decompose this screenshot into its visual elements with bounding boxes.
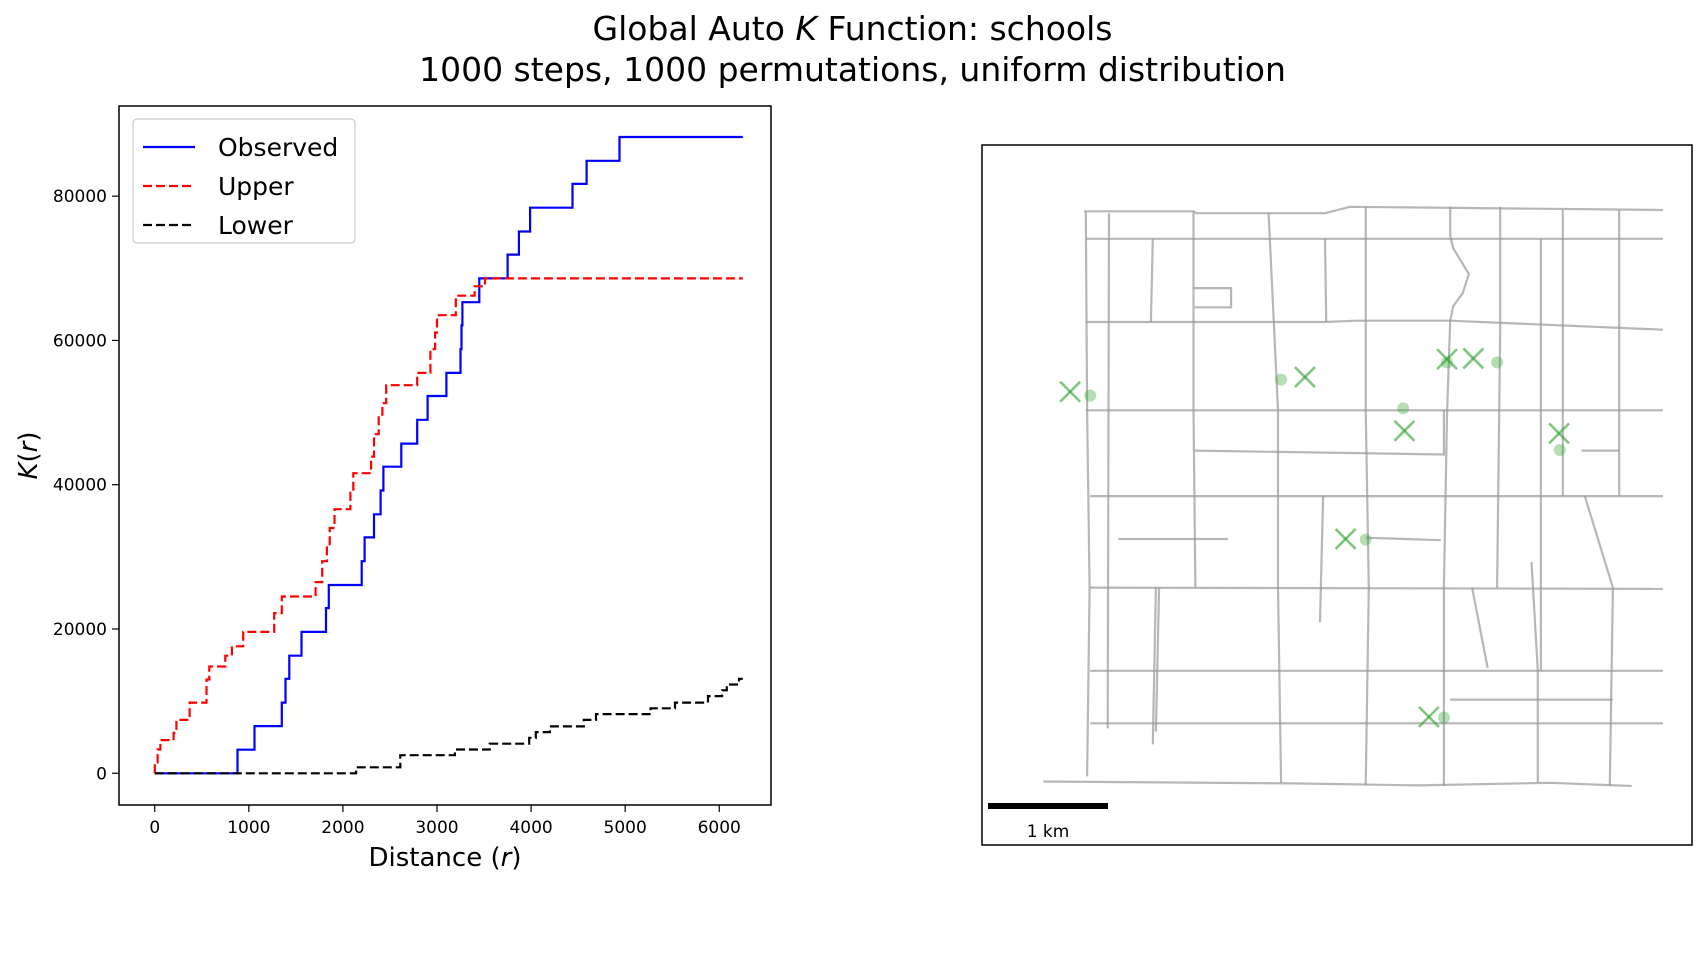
school-point bbox=[1491, 356, 1504, 369]
street-segment bbox=[1583, 495, 1615, 787]
y-axis-label: K(r) bbox=[14, 431, 44, 479]
street-segment bbox=[1496, 206, 1502, 588]
series-line-lower bbox=[154, 677, 743, 775]
school-point bbox=[1553, 444, 1566, 456]
school-sites bbox=[1059, 347, 1571, 728]
school-point bbox=[1437, 711, 1450, 724]
legend-box bbox=[132, 118, 356, 244]
title-line-1: Global Auto K Function: schools bbox=[0, 8, 1705, 49]
street-segment bbox=[1084, 211, 1091, 777]
series-line-observed bbox=[154, 135, 743, 775]
school-point bbox=[1441, 356, 1454, 369]
street-segment bbox=[1530, 561, 1539, 783]
snapped-school-marker bbox=[1059, 380, 1082, 403]
y-tick-label: 60000 bbox=[53, 331, 107, 351]
snapped-school-marker bbox=[1548, 422, 1571, 445]
x-tick-label: 6000 bbox=[698, 818, 741, 838]
snapped-school-marker bbox=[1334, 528, 1357, 550]
snapped-school-marker bbox=[1462, 347, 1485, 370]
school-point bbox=[1397, 402, 1410, 415]
x-tick-label: 2000 bbox=[321, 818, 364, 838]
street-segment bbox=[1154, 587, 1161, 732]
title-suffix: Function: schools bbox=[817, 9, 1113, 48]
map-frame bbox=[981, 144, 1693, 846]
street-segment bbox=[1043, 780, 1632, 788]
k-function-plot: 0 1000 2000 3000 4000 5000 6000 0 20000 40000 600… bbox=[14, 105, 772, 873]
legend-label-upper: Upper bbox=[218, 172, 294, 201]
street-segment bbox=[1085, 319, 1664, 331]
map-plot: 1 km bbox=[981, 144, 1693, 846]
x-tick-label: 3000 bbox=[415, 818, 458, 838]
title-k: K bbox=[795, 9, 818, 48]
x-tick-label: 0 bbox=[149, 818, 160, 838]
school-point bbox=[1359, 533, 1372, 546]
street-segment bbox=[1471, 587, 1489, 669]
legend: Observed Upper Lower bbox=[132, 118, 356, 244]
school-point bbox=[1084, 389, 1097, 402]
legend-label-lower: Lower bbox=[218, 211, 294, 240]
x-tick-label: 5000 bbox=[604, 818, 647, 838]
x-tick-label: 4000 bbox=[509, 818, 552, 838]
street-segment bbox=[1364, 206, 1370, 786]
series-lines bbox=[153, 135, 743, 775]
y-tick-label: 0 bbox=[96, 764, 107, 784]
title-line-2: 1000 steps, 1000 permutations, uniform d… bbox=[419, 50, 1286, 89]
y-tick-label: 80000 bbox=[53, 187, 107, 207]
legend-label-observed: Observed bbox=[218, 133, 338, 162]
title-prefix: Global Auto bbox=[592, 9, 796, 48]
street-segment bbox=[1106, 213, 1111, 729]
figure-title: Global Auto K Function: schools 1000 ste… bbox=[0, 8, 1705, 90]
snapped-school-marker bbox=[1436, 348, 1458, 371]
scale-bar: 1 km bbox=[988, 803, 1108, 842]
y-tick-label: 20000 bbox=[53, 620, 107, 640]
y-tick-label: 40000 bbox=[53, 476, 107, 496]
street-segment bbox=[1192, 211, 1197, 588]
street-segment bbox=[1084, 205, 1664, 215]
street-segment bbox=[1318, 496, 1325, 623]
series-line-upper bbox=[153, 277, 743, 774]
x-axis-label: Distance (r) bbox=[369, 843, 522, 873]
street-segment bbox=[1194, 410, 1446, 456]
scale-bar-label: 1 km bbox=[1027, 822, 1070, 842]
snapped-school-marker bbox=[1393, 419, 1416, 442]
street-network bbox=[1043, 205, 1664, 788]
snapped-school-marker bbox=[1294, 366, 1316, 388]
street-segment bbox=[1365, 536, 1441, 542]
x-tick-label: 1000 bbox=[227, 818, 270, 838]
street-segment bbox=[1193, 287, 1233, 309]
street-segment bbox=[1442, 206, 1471, 786]
street-segment bbox=[1090, 586, 1664, 591]
scale-bar-line bbox=[988, 803, 1108, 809]
y-axis-ticks: 0 20000 40000 60000 80000 bbox=[53, 187, 119, 784]
x-axis-ticks: 0 1000 2000 3000 4000 5000 6000 bbox=[149, 805, 741, 838]
school-point bbox=[1275, 373, 1288, 386]
street-segment bbox=[1149, 238, 1154, 323]
plot-frame bbox=[118, 105, 772, 806]
street-segment bbox=[1267, 213, 1283, 783]
snapped-school-marker bbox=[1417, 705, 1440, 728]
street-segment bbox=[1151, 587, 1157, 745]
street-segment bbox=[1323, 238, 1328, 323]
